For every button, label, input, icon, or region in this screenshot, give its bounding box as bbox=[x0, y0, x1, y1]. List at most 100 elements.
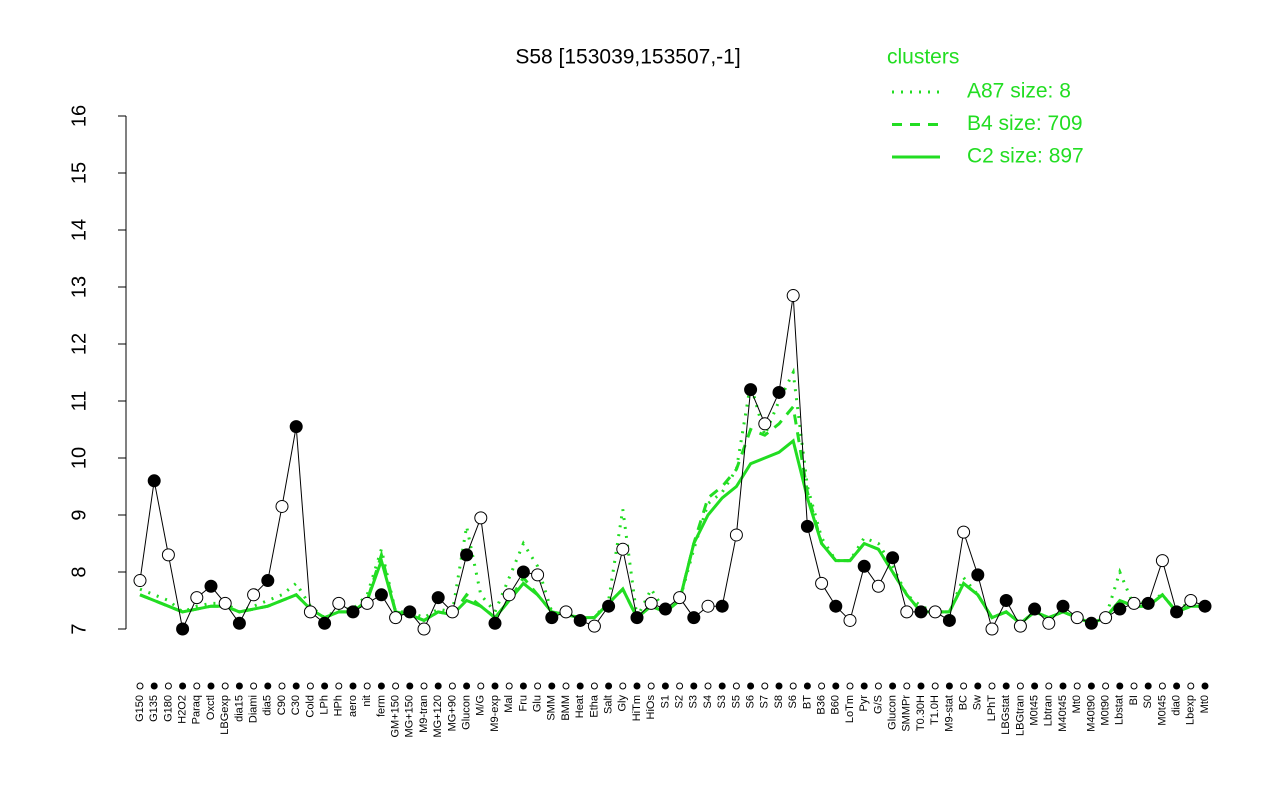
x-tick-label: Cold bbox=[304, 695, 316, 718]
data-point bbox=[204, 579, 218, 593]
x-rug bbox=[647, 682, 655, 690]
x-tick-label: SMMPr bbox=[901, 695, 913, 732]
data-point bbox=[758, 417, 772, 431]
data-point bbox=[914, 605, 928, 619]
data-point bbox=[247, 588, 261, 602]
x-tick-label: HiTm bbox=[631, 695, 643, 721]
x-tick-label: Heat bbox=[574, 695, 586, 718]
data-point bbox=[857, 559, 871, 573]
data-point bbox=[261, 574, 275, 588]
x-tick-label: M40t45 bbox=[1057, 695, 1069, 732]
x-tick-label: M0t45 bbox=[1156, 695, 1168, 726]
y-tick-label: 13 bbox=[68, 276, 90, 298]
x-rug bbox=[363, 682, 371, 690]
x-tick-label: GM+150 bbox=[390, 695, 402, 738]
x-rug bbox=[917, 682, 925, 690]
data-point bbox=[715, 599, 729, 613]
y-tick-label: 16 bbox=[68, 105, 90, 127]
x-rug bbox=[335, 682, 343, 690]
x-tick-label: S7 bbox=[759, 695, 771, 708]
x-tick-label: Mt0 bbox=[1199, 695, 1211, 713]
data-point bbox=[531, 568, 545, 582]
data-point bbox=[445, 605, 459, 619]
x-tick-label: Gly bbox=[617, 695, 629, 712]
x-tick-label: S6 bbox=[787, 695, 799, 708]
data-point bbox=[673, 591, 687, 605]
y-tick-label: 11 bbox=[68, 391, 90, 412]
x-rug bbox=[803, 682, 811, 690]
data-point bbox=[1056, 599, 1070, 613]
x-tick-label: dia5 bbox=[262, 695, 274, 716]
x-tick-label: M0t45 bbox=[1029, 695, 1041, 726]
data-point bbox=[275, 499, 289, 513]
y-tick-label: 15 bbox=[68, 162, 90, 184]
x-rug bbox=[747, 682, 755, 690]
x-rug bbox=[874, 682, 882, 690]
x-rug bbox=[1073, 682, 1081, 690]
y-tick-label: 14 bbox=[68, 219, 90, 241]
x-tick-label: nit bbox=[361, 695, 373, 707]
x-rug bbox=[434, 682, 442, 690]
x-rug bbox=[889, 682, 897, 690]
x-rug bbox=[349, 682, 357, 690]
x-tick-label: S1 bbox=[659, 695, 671, 708]
x-tick-label: M/G bbox=[475, 695, 487, 716]
data-point bbox=[1198, 599, 1212, 613]
x-rug bbox=[690, 682, 698, 690]
x-tick-label: Lbstat bbox=[1114, 695, 1126, 725]
x-rug bbox=[732, 682, 740, 690]
x-tick-label: MG+90 bbox=[446, 695, 458, 731]
data-point bbox=[928, 605, 942, 619]
x-rug bbox=[1102, 682, 1110, 690]
data-point bbox=[133, 574, 147, 588]
data-point bbox=[701, 599, 715, 613]
x-rug bbox=[321, 682, 329, 690]
x-tick-label: BMM bbox=[560, 695, 572, 721]
x-tick-label: dia15 bbox=[233, 695, 245, 722]
x-rug bbox=[1016, 682, 1024, 690]
legend-title: clusters bbox=[887, 46, 959, 69]
data-point bbox=[1028, 602, 1042, 616]
x-rug bbox=[406, 682, 414, 690]
x-tick-label: Etha bbox=[588, 694, 600, 718]
x-tick-label: HiOs bbox=[645, 695, 657, 720]
data-point bbox=[630, 611, 644, 625]
data-point bbox=[886, 551, 900, 565]
data-point bbox=[587, 619, 601, 633]
data-point bbox=[559, 605, 573, 619]
data-point bbox=[729, 528, 743, 542]
x-tick-label: S5 bbox=[730, 695, 742, 708]
x-tick-label: T1.0H bbox=[929, 695, 941, 725]
x-rug bbox=[491, 682, 499, 690]
data-point bbox=[971, 568, 985, 582]
x-tick-label: H2O2 bbox=[177, 695, 189, 724]
x-rug bbox=[1031, 682, 1039, 690]
x-tick-label: G180 bbox=[162, 695, 174, 722]
x-rug bbox=[676, 682, 684, 690]
x-tick-label: Glucon bbox=[461, 695, 473, 730]
x-tick-label: LBGtran bbox=[1014, 695, 1026, 736]
x-rug bbox=[832, 682, 840, 690]
x-tick-label: Lbexp bbox=[1185, 695, 1197, 725]
x-rug bbox=[661, 682, 669, 690]
x-rug bbox=[562, 682, 570, 690]
data-point bbox=[389, 611, 403, 625]
x-rug bbox=[1187, 682, 1195, 690]
x-tick-label: Glu bbox=[532, 695, 544, 712]
data-point bbox=[602, 599, 616, 613]
data-point bbox=[772, 385, 786, 399]
x-rug bbox=[945, 682, 953, 690]
x-rug bbox=[207, 682, 215, 690]
x-tick-label: ferm bbox=[375, 695, 387, 717]
x-tick-label: G/S bbox=[872, 695, 884, 714]
x-tick-label: Lbtran bbox=[1043, 695, 1055, 726]
x-tick-label: Paraq bbox=[191, 695, 203, 724]
x-tick-label: T0.30H bbox=[915, 695, 927, 731]
x-rug bbox=[1130, 682, 1138, 690]
x-tick-label: BT bbox=[801, 695, 813, 709]
data-point bbox=[1170, 605, 1184, 619]
x-rug bbox=[377, 682, 385, 690]
data-point bbox=[1184, 594, 1198, 607]
x-rug bbox=[960, 682, 968, 690]
x-tick-label: LBGexp bbox=[219, 695, 231, 735]
